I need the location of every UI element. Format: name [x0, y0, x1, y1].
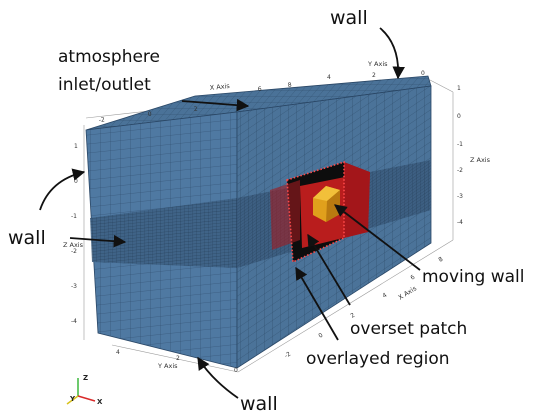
x-axis-title-top: X Axis [209, 82, 230, 92]
tick-label: 8 [437, 256, 444, 264]
arrow-moving-wall [333, 204, 421, 271]
bottom-y-ticks: 4 2 0 Y Axis [116, 349, 238, 374]
tick-label: 0 [74, 178, 78, 185]
tick-label: 4 [381, 292, 388, 300]
tick-label: 2 [193, 106, 198, 113]
tick-label: -4 [71, 318, 77, 325]
tick-label: -1 [71, 213, 77, 220]
tick-label: -2 [457, 167, 463, 174]
tick-label: 8 [287, 82, 292, 89]
tick-label: 0 [317, 332, 324, 340]
tick-label: 4 [116, 349, 120, 356]
label-overset-patch: overset patch [350, 319, 467, 339]
triad-x-label: X [97, 398, 103, 406]
mesh-refined-band-front [90, 198, 237, 268]
x-axis-title-bottom: X Axis [397, 284, 419, 302]
z-axis-title-right: Z Axis [470, 156, 491, 164]
overset-outline [286, 160, 345, 264]
tick-label: 6 [257, 86, 262, 93]
annotation-labels: wall atmosphere inlet/outlet wall moving… [8, 7, 524, 415]
tick-label: 0 [457, 113, 461, 120]
top-y-ticks: 4 2 0 Y Axis [327, 60, 425, 81]
left-z-ticks: 1 0 -1 -2 -3 -4 Z Axis [63, 143, 84, 325]
tick-label: 2 [349, 312, 356, 320]
tick-label: -2 [283, 350, 292, 359]
label-wall-bottom: wall [240, 393, 278, 415]
label-wall-left: wall [8, 227, 46, 249]
arrow-wall-bottom [197, 356, 239, 399]
tick-label: 1 [74, 143, 78, 150]
tick-label: -1 [457, 141, 463, 148]
label-wall-top: wall [330, 7, 368, 29]
arrow-wall-top [379, 27, 405, 80]
tick-label: -4 [457, 219, 463, 226]
moving-wall-top [313, 186, 340, 201]
orientation-triad: Z X Y [66, 374, 103, 406]
arrow-overlayed-region [295, 266, 339, 341]
tick-label: -3 [457, 193, 463, 200]
label-atmosphere-line1: atmosphere [58, 47, 160, 67]
overset-assembly [270, 160, 370, 264]
right-z-ticks: 1 0 -1 -2 -3 -4 Z Axis [457, 85, 491, 226]
triad-z-label: Z [83, 374, 88, 382]
overset-patch-back [270, 180, 300, 250]
tick-label: 4 [327, 74, 331, 81]
annotation-arrows [39, 27, 421, 399]
y-axis-title-top: Y Axis [367, 60, 388, 68]
tick-label: -3 [71, 283, 77, 290]
tick-label: 6 [409, 274, 416, 282]
label-overlayed-region: overlayed region [306, 349, 450, 369]
triad-y-label: Y [69, 395, 76, 403]
overset-patch-edge [344, 162, 370, 238]
tick-label: 1 [457, 85, 461, 92]
tick-label: 0 [421, 70, 425, 77]
tick-label: 2 [372, 72, 376, 79]
tick-label: 0 [234, 367, 238, 374]
tick-label: 0 [147, 111, 152, 118]
label-moving-wall: moving wall [422, 267, 524, 287]
label-atmosphere-line2: inlet/outlet [58, 75, 151, 95]
tick-label: -2 [98, 116, 105, 124]
tick-label: 2 [176, 355, 180, 362]
arrow-wall-left-band [69, 234, 127, 248]
arrow-atmosphere [181, 98, 250, 112]
arrow-wall-left [39, 168, 86, 211]
y-axis-title-bottom: Y Axis [157, 362, 178, 370]
arrow-overset-patch [307, 233, 351, 306]
z-axis-title-left: Z Axis [63, 241, 84, 249]
tick-label: -2 [71, 248, 77, 255]
